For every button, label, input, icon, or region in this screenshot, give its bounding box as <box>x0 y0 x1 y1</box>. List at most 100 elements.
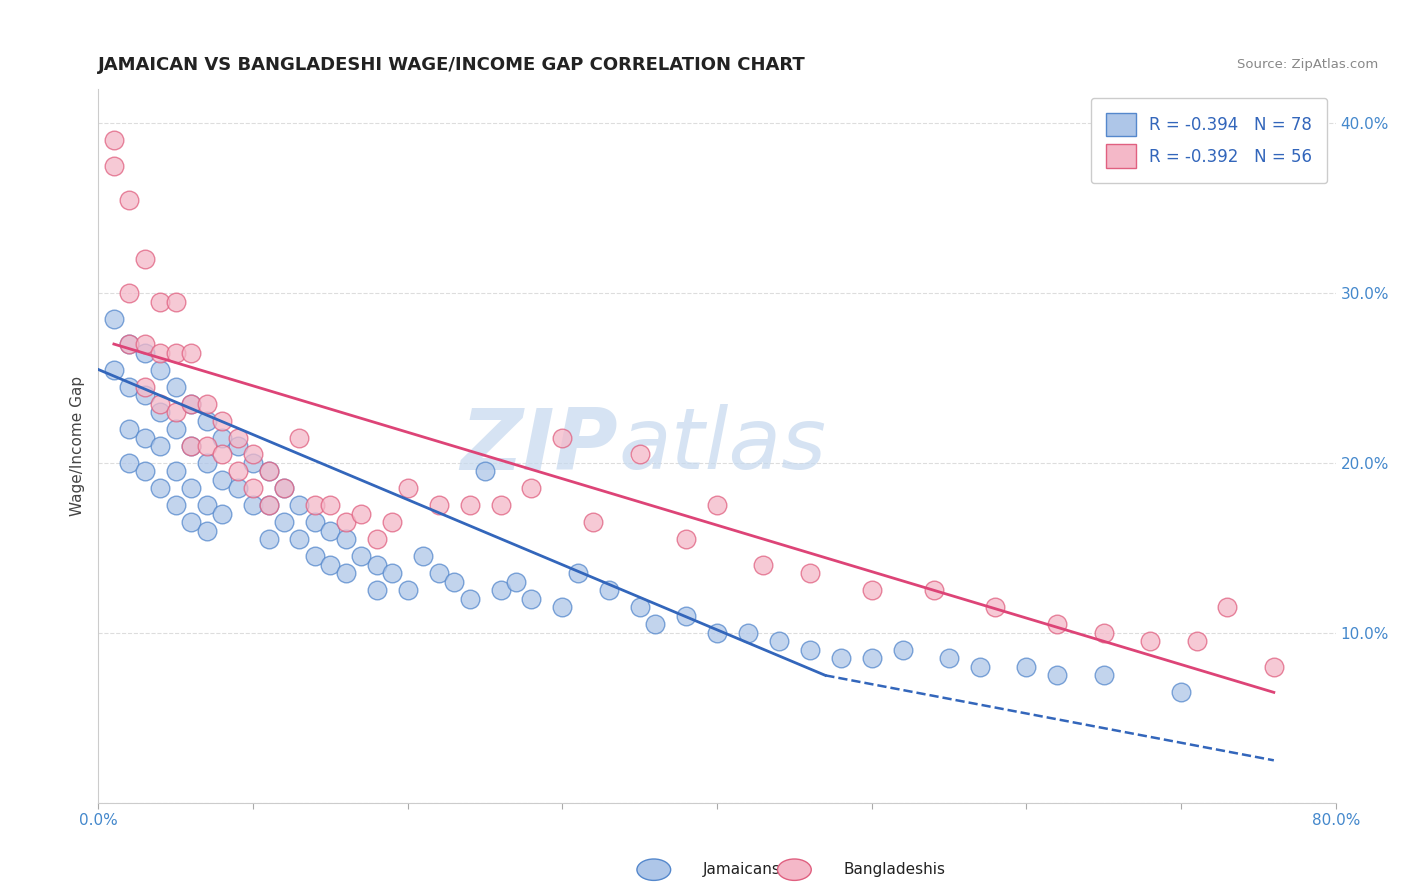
Point <box>891 643 914 657</box>
Text: Jamaicans: Jamaicans <box>703 863 780 877</box>
Text: Bangladeshis: Bangladeshis <box>844 863 946 877</box>
Point <box>195 524 218 538</box>
Point <box>706 499 728 513</box>
Point <box>582 516 605 530</box>
Point <box>118 286 141 301</box>
Point <box>242 448 264 462</box>
Point <box>180 516 202 530</box>
Point <box>211 413 233 427</box>
Point <box>134 252 156 266</box>
Point <box>165 294 187 309</box>
Point <box>134 379 156 393</box>
Point <box>257 499 280 513</box>
Point <box>273 482 295 496</box>
Point <box>288 430 311 444</box>
Point <box>1263 660 1285 674</box>
Point <box>489 583 512 598</box>
Point <box>103 133 125 147</box>
Point <box>134 345 156 359</box>
Point <box>257 499 280 513</box>
Point <box>165 345 187 359</box>
Point <box>226 430 249 444</box>
Point <box>427 566 450 581</box>
Point <box>257 465 280 479</box>
Point <box>366 583 388 598</box>
Point <box>675 533 697 547</box>
Point <box>211 473 233 487</box>
Point <box>195 456 218 470</box>
Point <box>427 499 450 513</box>
Point <box>257 533 280 547</box>
Point <box>180 439 202 453</box>
Point <box>458 591 481 606</box>
Point <box>180 345 202 359</box>
Point <box>226 465 249 479</box>
Point <box>180 439 202 453</box>
Point <box>165 499 187 513</box>
Point <box>860 651 883 665</box>
Point <box>551 600 574 615</box>
Point <box>335 516 357 530</box>
Point <box>799 643 821 657</box>
Point <box>319 524 342 538</box>
Point <box>350 507 373 521</box>
Point <box>134 465 156 479</box>
Point <box>598 583 620 598</box>
Point <box>366 533 388 547</box>
Point <box>226 439 249 453</box>
Point <box>180 482 202 496</box>
Point <box>304 516 326 530</box>
Legend: R = -0.394   N = 78, R = -0.392   N = 56: R = -0.394 N = 78, R = -0.392 N = 56 <box>1091 97 1327 183</box>
Point <box>211 430 233 444</box>
Point <box>242 456 264 470</box>
Point <box>149 439 172 453</box>
Point <box>319 499 342 513</box>
Point <box>644 617 666 632</box>
Point <box>242 482 264 496</box>
Point <box>474 465 496 479</box>
Point <box>489 499 512 513</box>
Point <box>195 413 218 427</box>
Point <box>1046 668 1069 682</box>
Point <box>273 482 295 496</box>
Point <box>551 430 574 444</box>
Point <box>675 608 697 623</box>
Point <box>335 533 357 547</box>
Point <box>396 482 419 496</box>
Point <box>165 379 187 393</box>
Point <box>830 651 852 665</box>
Point <box>1046 617 1069 632</box>
Point <box>381 516 404 530</box>
Point <box>149 362 172 376</box>
Point <box>1092 668 1115 682</box>
Point <box>118 422 141 436</box>
Point <box>118 379 141 393</box>
Point <box>103 362 125 376</box>
Point <box>520 591 543 606</box>
Point <box>195 439 218 453</box>
Point <box>458 499 481 513</box>
Point <box>118 337 141 351</box>
Point <box>1216 600 1239 615</box>
Point <box>211 448 233 462</box>
Point <box>118 337 141 351</box>
Point <box>366 558 388 572</box>
Point <box>1015 660 1038 674</box>
Point <box>180 396 202 410</box>
Point <box>195 396 218 410</box>
Point <box>520 482 543 496</box>
Point <box>1139 634 1161 648</box>
Point <box>103 159 125 173</box>
Text: ZIP: ZIP <box>460 404 619 488</box>
Point <box>396 583 419 598</box>
Point <box>165 422 187 436</box>
Point <box>628 448 651 462</box>
Point <box>242 499 264 513</box>
Point <box>257 465 280 479</box>
Point <box>737 626 759 640</box>
Point <box>1092 626 1115 640</box>
Point <box>288 499 311 513</box>
Point <box>149 405 172 419</box>
Point <box>149 345 172 359</box>
Point <box>505 574 527 589</box>
